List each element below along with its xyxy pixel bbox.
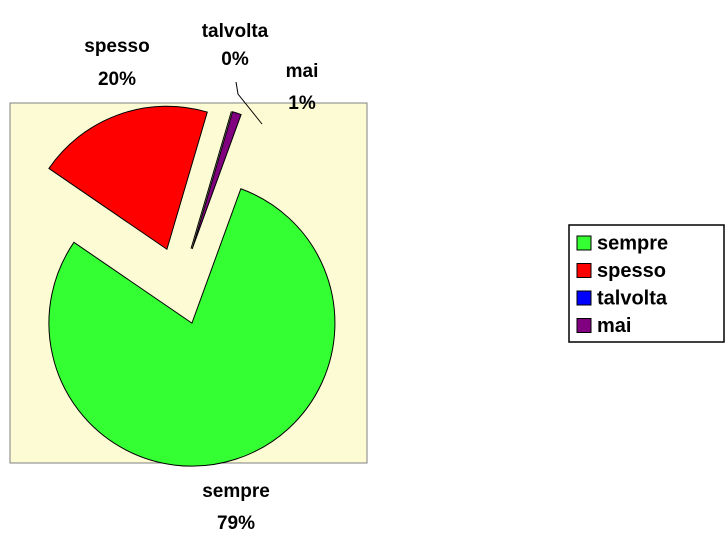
pie-slice bbox=[191, 111, 242, 250]
data-label-value: 0% bbox=[221, 49, 249, 70]
data-label-value: 20% bbox=[98, 69, 136, 90]
data-label-name: mai bbox=[286, 61, 319, 82]
legend-label: mai bbox=[597, 315, 631, 337]
data-label-name: sempre bbox=[202, 481, 270, 502]
legend-label: talvolta bbox=[597, 287, 668, 309]
leader-line bbox=[235, 81, 263, 125]
pie-slice bbox=[48, 188, 336, 467]
legend-box bbox=[568, 224, 725, 343]
pie-slice bbox=[190, 111, 232, 249]
pie-slice bbox=[48, 105, 208, 251]
data-label-name: talvolta bbox=[202, 21, 269, 42]
legend: sempre spesso talvolta mai bbox=[576, 232, 668, 337]
data-label-name: spesso bbox=[84, 36, 149, 57]
legend-swatch bbox=[576, 290, 592, 306]
legend-label: spesso bbox=[597, 260, 666, 282]
legend-swatch bbox=[576, 263, 592, 278]
legend-label: sempre bbox=[597, 232, 668, 254]
data-label-value: 79% bbox=[217, 513, 255, 534]
legend-swatch bbox=[576, 235, 592, 251]
data-label-value: 1% bbox=[288, 93, 316, 114]
legend-swatch bbox=[576, 318, 592, 333]
